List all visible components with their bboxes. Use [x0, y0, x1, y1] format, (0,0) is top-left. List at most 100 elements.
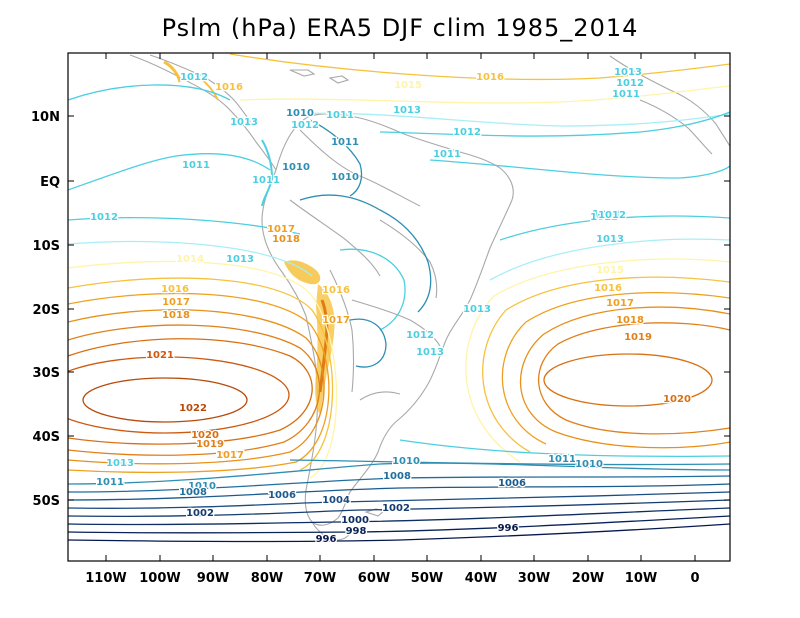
contour-label: 1012	[598, 210, 626, 221]
mexico-ridge	[199, 77, 219, 101]
contour-label: 1010	[188, 481, 216, 492]
contour-1015-atl	[465, 258, 730, 463]
contour-label: 1011	[96, 477, 124, 488]
andes-topography-artefacts	[163, 60, 335, 414]
contour-label: 1012	[90, 212, 118, 223]
pressure-contours	[68, 53, 730, 543]
contour-label: 1020	[663, 394, 691, 405]
contour-label: 1016	[161, 284, 189, 295]
contour-label: 1010	[331, 172, 359, 183]
africa-coast	[609, 55, 730, 148]
longitude-axis: 110W 100W 90W 80W 70W 60W 50W 40W 30W 20W 10W 0	[85, 53, 700, 586]
contour-1010-north-inland	[309, 119, 363, 197]
contour-label: 1011	[252, 175, 280, 186]
contour-label: 1012	[180, 72, 208, 83]
contour-label: 1010	[286, 108, 314, 119]
contour-label: 1011	[433, 149, 461, 160]
contour-label: 1013	[416, 347, 444, 358]
contour-label: 1011	[331, 137, 359, 148]
lat-tick-label: EQ	[40, 175, 60, 190]
contour-1022	[82, 377, 248, 423]
lon-tick-label: 40W	[465, 571, 497, 586]
contour-1010-inland2	[349, 318, 387, 368]
lon-tick-label: 50W	[411, 571, 443, 586]
contour-1013	[68, 240, 313, 277]
contour-1012-north2	[379, 111, 730, 137]
contour-label: 1017	[216, 450, 244, 461]
contour-label: 1012	[291, 120, 319, 131]
contour-label: 1011	[182, 160, 210, 171]
lat-tick-label: 40S	[33, 430, 60, 445]
map-area	[68, 53, 730, 543]
lon-tick-label: 0	[690, 571, 699, 586]
lat-tick-label: 30S	[33, 366, 60, 381]
contour-1000-south	[68, 507, 730, 526]
contour-label: 1013	[393, 105, 421, 116]
contour-label: 1013	[226, 254, 254, 265]
country-border	[359, 391, 401, 401]
contour-label: 1012	[453, 127, 481, 138]
contour-label: 1016	[215, 82, 243, 93]
contour-label: 1008	[179, 487, 207, 498]
contour-label: 1010	[575, 459, 603, 470]
contour-label: 1013	[106, 458, 134, 469]
contour-label: 1017	[162, 297, 190, 308]
contour-1013-atl	[489, 238, 730, 281]
map-title: Pslm (hPa) ERA5 DJF clim 1985_2014	[161, 14, 639, 42]
contour-label: 1011	[548, 454, 576, 465]
coastlines	[129, 54, 730, 541]
lon-tick-label: 80W	[251, 571, 283, 586]
contour-1019	[68, 324, 321, 456]
contour-1016-atl	[482, 276, 730, 453]
lon-tick-label: 70W	[304, 571, 336, 586]
lon-tick-label: 10W	[625, 571, 657, 586]
contour-label: 1004	[322, 495, 350, 506]
tierra-del-fuego	[311, 521, 351, 541]
contour-1017	[68, 292, 330, 474]
contour-label: 1006	[268, 490, 296, 501]
lon-tick-label: 60W	[358, 571, 390, 586]
contour-1012-north	[68, 84, 231, 101]
contour-1010-inland	[299, 194, 432, 313]
country-border	[289, 199, 381, 277]
central-america-coast	[129, 54, 277, 171]
country-border	[351, 299, 441, 347]
contour-1016-north	[229, 53, 730, 81]
contour-label: 1018	[272, 234, 300, 245]
contour-label: 996	[316, 534, 337, 545]
contour-1020	[68, 338, 313, 445]
country-border	[299, 129, 421, 207]
contour-label: 1015	[596, 265, 624, 276]
andes-patch	[284, 260, 321, 285]
lon-tick-label: 20W	[572, 571, 604, 586]
caribbean-island	[289, 69, 316, 77]
contour-label: 1000	[341, 515, 369, 526]
contour-1011	[68, 153, 271, 191]
contour-label: 1013	[592, 209, 620, 220]
lat-tick-label: 50S	[33, 494, 60, 509]
contour-1012-atl	[499, 215, 730, 241]
contour-label: 1012	[406, 330, 434, 341]
contour-1015-north	[239, 85, 730, 104]
contour-label: 1016	[476, 72, 504, 83]
contour-label: 1013	[596, 234, 624, 245]
contour-label: 1008	[383, 471, 411, 482]
contour-998-south	[68, 515, 730, 534]
contour-label: 1011	[612, 89, 640, 100]
contour-label: 1002	[186, 508, 214, 519]
lon-tick-label: 110W	[85, 571, 126, 586]
contour-1014	[68, 260, 338, 479]
contour-label: 1017	[322, 315, 350, 326]
contour-label: 1017	[267, 224, 295, 235]
country-border	[379, 219, 438, 299]
contour-1020-atl	[543, 353, 713, 407]
lon-tick-label: 100W	[139, 571, 180, 586]
contour-label: 1019	[196, 439, 224, 450]
contour-label: 1012	[590, 212, 618, 223]
contour-label: 1010	[282, 162, 310, 173]
map-frame	[67, 52, 731, 562]
contour-label: 1011	[326, 110, 354, 121]
contour-label: 1002	[382, 503, 410, 514]
south-america-coast	[261, 113, 514, 526]
